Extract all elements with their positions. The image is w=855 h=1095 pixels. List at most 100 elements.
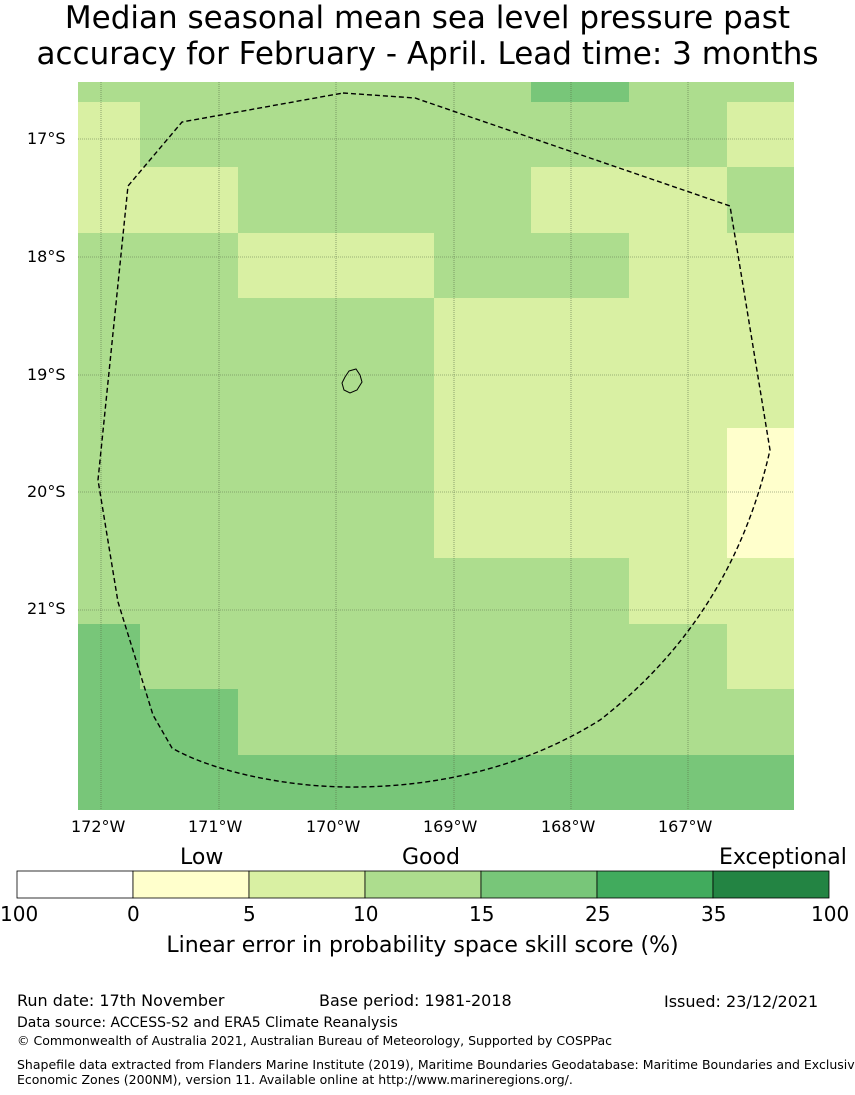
grid-cell	[629, 493, 727, 558]
grid-cell	[727, 82, 794, 102]
grid-cell	[336, 298, 434, 363]
grid-cell	[434, 493, 531, 558]
grid-cell	[629, 363, 727, 428]
grid-cell	[531, 167, 629, 233]
lat-label-20s: 20°S	[27, 482, 66, 501]
grid-cell	[434, 233, 531, 298]
grid-cell	[336, 167, 434, 233]
grid-cell	[629, 298, 727, 363]
grid-cell	[140, 167, 238, 233]
grid-cell	[238, 493, 336, 558]
grid-cell	[140, 298, 238, 363]
grid-cell	[78, 689, 140, 755]
shapefile-credit-line-1: Shapefile data extracted from Flanders M…	[17, 1057, 855, 1072]
grid-cell	[727, 624, 794, 689]
grid-cell	[727, 558, 794, 624]
grid-cell	[78, 624, 140, 689]
skill-score-grid	[78, 82, 794, 810]
grid-cell	[238, 233, 336, 298]
grid-cell	[78, 233, 140, 298]
grid-cell	[727, 102, 794, 167]
grid-cell	[434, 428, 531, 493]
grid-cell	[78, 558, 140, 624]
grid-cell	[78, 82, 140, 102]
colorbar-tick: 15	[469, 902, 495, 926]
grid-cell	[434, 363, 531, 428]
colorbar-segment	[16, 870, 134, 899]
grid-cell	[238, 755, 336, 810]
colorbar-tick: 100	[0, 902, 39, 926]
grid-cell	[238, 428, 336, 493]
grid-cell	[78, 167, 140, 233]
grid-cell	[78, 102, 140, 167]
category-good: Good	[402, 845, 460, 870]
grid-cell	[238, 82, 336, 102]
grid-cell	[140, 428, 238, 493]
grid-cell	[238, 624, 336, 689]
grid-cell	[78, 755, 140, 810]
grid-cell	[140, 102, 238, 167]
lat-label-19s: 19°S	[27, 365, 66, 384]
grid-cell	[629, 428, 727, 493]
grid-cell	[531, 755, 629, 810]
grid-cell	[629, 233, 727, 298]
grid-cell	[336, 233, 434, 298]
grid-cell	[727, 428, 794, 493]
grid-cell	[727, 363, 794, 428]
grid-cell	[629, 82, 727, 102]
grid-cell	[238, 363, 336, 428]
grid-cell	[140, 558, 238, 624]
grid-cell	[336, 102, 434, 167]
grid-cell	[140, 493, 238, 558]
grid-cell	[238, 102, 336, 167]
grid-cell	[238, 558, 336, 624]
grid-cell	[727, 755, 794, 810]
grid-cell	[629, 624, 727, 689]
colorbar-tick: 5	[243, 902, 256, 926]
grid-cell	[78, 428, 140, 493]
shapefile-credit-line-2: Economic Zones (200NM), version 11. Avai…	[17, 1072, 573, 1087]
grid-cell	[140, 363, 238, 428]
colorbar-segment	[712, 870, 830, 899]
grid-cell	[531, 82, 629, 102]
grid-cell	[238, 689, 336, 755]
lon-label-168w: 168°W	[541, 817, 596, 836]
colorbar-segment	[248, 870, 366, 899]
lat-label-18s: 18°S	[27, 247, 66, 266]
grid-cell	[238, 298, 336, 363]
colorbar-segment	[596, 870, 714, 899]
grid-cell	[336, 493, 434, 558]
grid-cell	[531, 689, 629, 755]
grid-cell	[531, 233, 629, 298]
base-period: Base period: 1981-2018	[319, 991, 512, 1010]
grid-cell	[727, 167, 794, 233]
grid-cell	[336, 624, 434, 689]
grid-cell	[629, 102, 727, 167]
colorbar-tick: 35	[701, 902, 727, 926]
grid-cell	[140, 755, 238, 810]
grid-cell	[434, 558, 531, 624]
grid-cell	[336, 363, 434, 428]
grid-cell	[727, 689, 794, 755]
colorbar-tick: 0	[127, 902, 140, 926]
lon-label-171w: 171°W	[188, 817, 243, 836]
grid-cell	[531, 624, 629, 689]
grid-cell	[140, 233, 238, 298]
lon-label-170w: 170°W	[306, 817, 361, 836]
category-exceptional: Exceptional	[719, 845, 847, 870]
grid-cell	[434, 102, 531, 167]
colorbar-label: Linear error in probability space skill …	[166, 933, 679, 958]
grid-cell	[336, 428, 434, 493]
grid-cell	[434, 298, 531, 363]
grid-cell	[629, 689, 727, 755]
grid-cell	[727, 298, 794, 363]
colorbar-segment	[132, 870, 250, 899]
grid-cell	[629, 755, 727, 810]
grid-cell	[336, 558, 434, 624]
colorbar	[16, 870, 830, 899]
issued-date: Issued: 23/12/2021	[664, 992, 819, 1011]
grid-cell	[238, 167, 336, 233]
map-title-line-1: Median seasonal mean sea level pressure …	[64, 0, 791, 36]
eez-boundary	[97, 92, 771, 788]
lon-label-172w: 172°W	[71, 817, 126, 836]
